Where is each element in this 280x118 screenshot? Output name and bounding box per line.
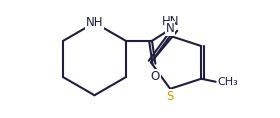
- Text: O: O: [151, 70, 160, 83]
- Text: CH₃: CH₃: [217, 77, 238, 87]
- Text: N: N: [166, 22, 174, 35]
- Text: NH: NH: [86, 16, 103, 29]
- Text: HN: HN: [162, 15, 179, 28]
- Text: S: S: [167, 90, 174, 103]
